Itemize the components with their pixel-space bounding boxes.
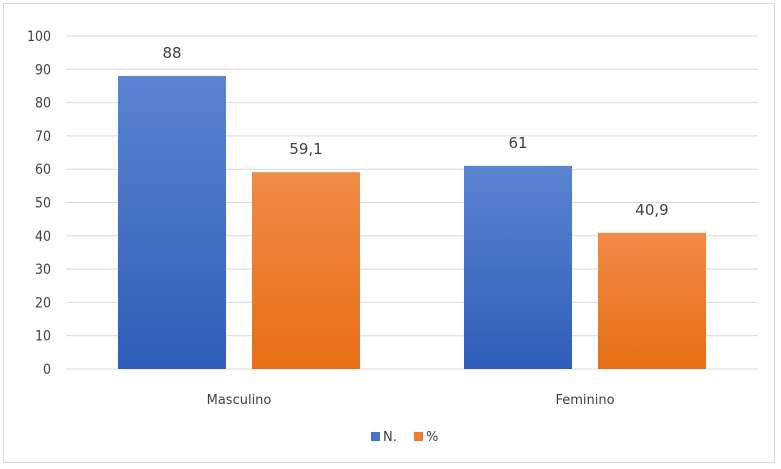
bar-n-feminino bbox=[464, 165, 572, 369]
x-category-label: Feminino bbox=[555, 393, 614, 408]
x-category-label: Masculino bbox=[207, 393, 272, 408]
data-labels: 88 59,1 61 40,9 bbox=[162, 44, 668, 219]
x-axis-categories: Masculino Feminino bbox=[207, 393, 615, 408]
legend: N.% bbox=[371, 430, 438, 445]
bar-percent-masculino bbox=[252, 172, 360, 369]
legend-label: N. bbox=[383, 430, 397, 445]
legend-swatch bbox=[371, 432, 380, 441]
y-tick-label: 90 bbox=[35, 62, 51, 78]
y-tick-label: 100 bbox=[27, 29, 51, 45]
bar-n-masculino bbox=[118, 75, 226, 370]
legend-label: % bbox=[426, 430, 438, 445]
y-tick-label: 50 bbox=[35, 196, 51, 212]
legend-swatch bbox=[414, 432, 423, 441]
y-tick-label: 0 bbox=[43, 362, 51, 378]
y-tick-label: 10 bbox=[35, 329, 51, 345]
y-tick-label: 40 bbox=[35, 229, 51, 245]
y-tick-label: 70 bbox=[35, 129, 51, 145]
y-tick-label: 60 bbox=[35, 162, 51, 178]
data-label: 88 bbox=[162, 44, 181, 62]
data-label: 40,9 bbox=[635, 201, 668, 219]
y-axis-ticks: 0 10 20 30 40 50 60 70 80 90 100 bbox=[27, 29, 51, 378]
bars bbox=[118, 75, 706, 370]
y-tick-label: 80 bbox=[35, 96, 51, 112]
data-label: 59,1 bbox=[289, 140, 322, 158]
bar-percent-feminino bbox=[598, 232, 706, 369]
y-tick-label: 20 bbox=[35, 295, 51, 311]
data-label: 61 bbox=[508, 134, 527, 152]
y-tick-label: 30 bbox=[35, 262, 51, 278]
